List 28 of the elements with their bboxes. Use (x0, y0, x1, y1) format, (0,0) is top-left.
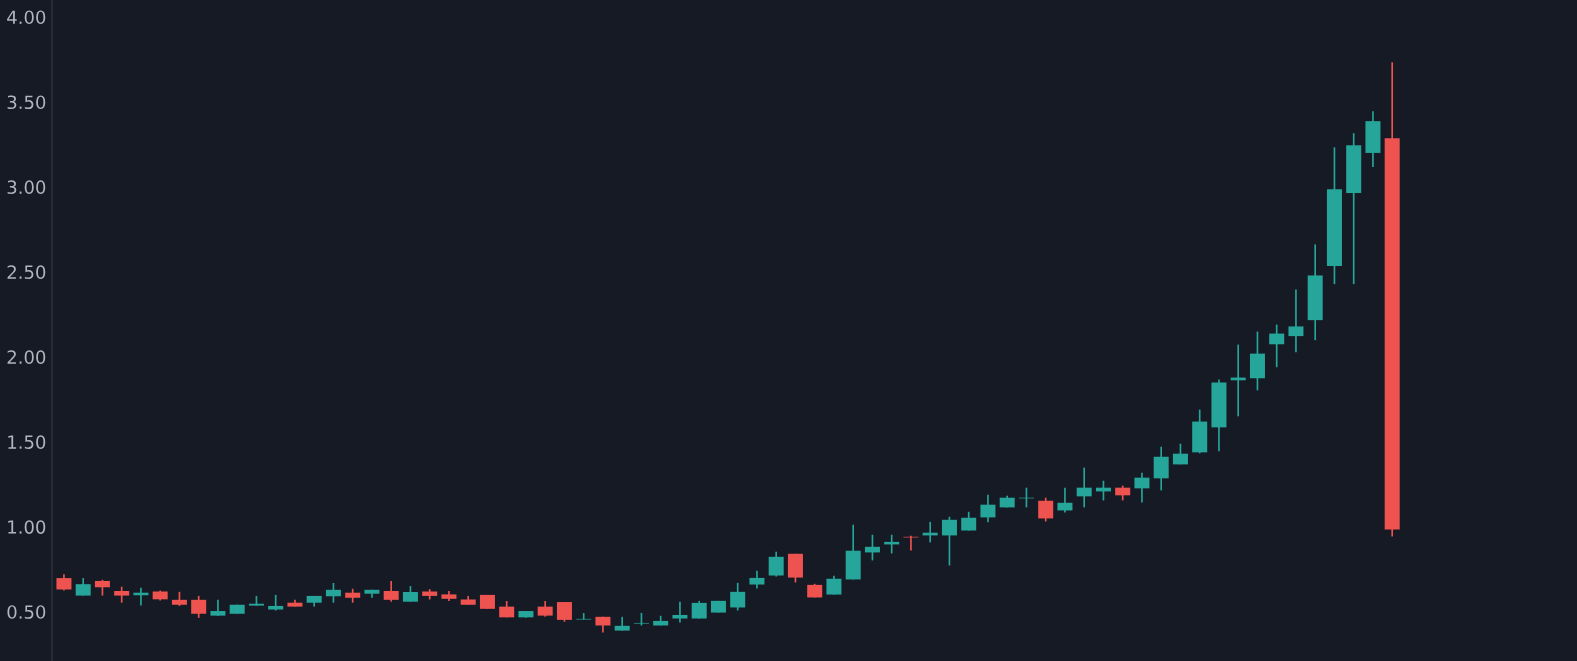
candlestick (325, 582, 341, 604)
y-tick-label: 2.50 (7, 265, 46, 279)
candlestick (768, 550, 784, 578)
y-tick-label: 1.00 (8, 520, 46, 534)
candlestick (383, 580, 399, 603)
candlestick (1269, 323, 1285, 369)
candlestick (980, 493, 996, 524)
y-tick-label: 0.50 (7, 605, 46, 619)
candlestick (826, 575, 842, 596)
candlestick (191, 595, 207, 619)
y-tick-label: 1.50 (8, 435, 46, 449)
candlestick (730, 582, 746, 612)
y-tick-label: 3.00 (7, 180, 46, 195)
y-tick-label: 2.00 (7, 350, 46, 364)
candlestick (941, 515, 957, 567)
candlestick (556, 601, 572, 623)
candlestick (787, 552, 803, 584)
candlestick (672, 601, 688, 624)
candlestick (1038, 496, 1054, 523)
candlestick (1134, 471, 1150, 504)
candlestick (1076, 466, 1092, 509)
candlestick (576, 612, 592, 621)
candlestick (268, 594, 284, 612)
candlestick (1288, 288, 1304, 354)
candlestick (1057, 486, 1073, 514)
y-tick-label: 3.50 (7, 95, 46, 110)
y-tick-label: 4.00 (7, 10, 46, 25)
candlestick (1153, 445, 1169, 492)
